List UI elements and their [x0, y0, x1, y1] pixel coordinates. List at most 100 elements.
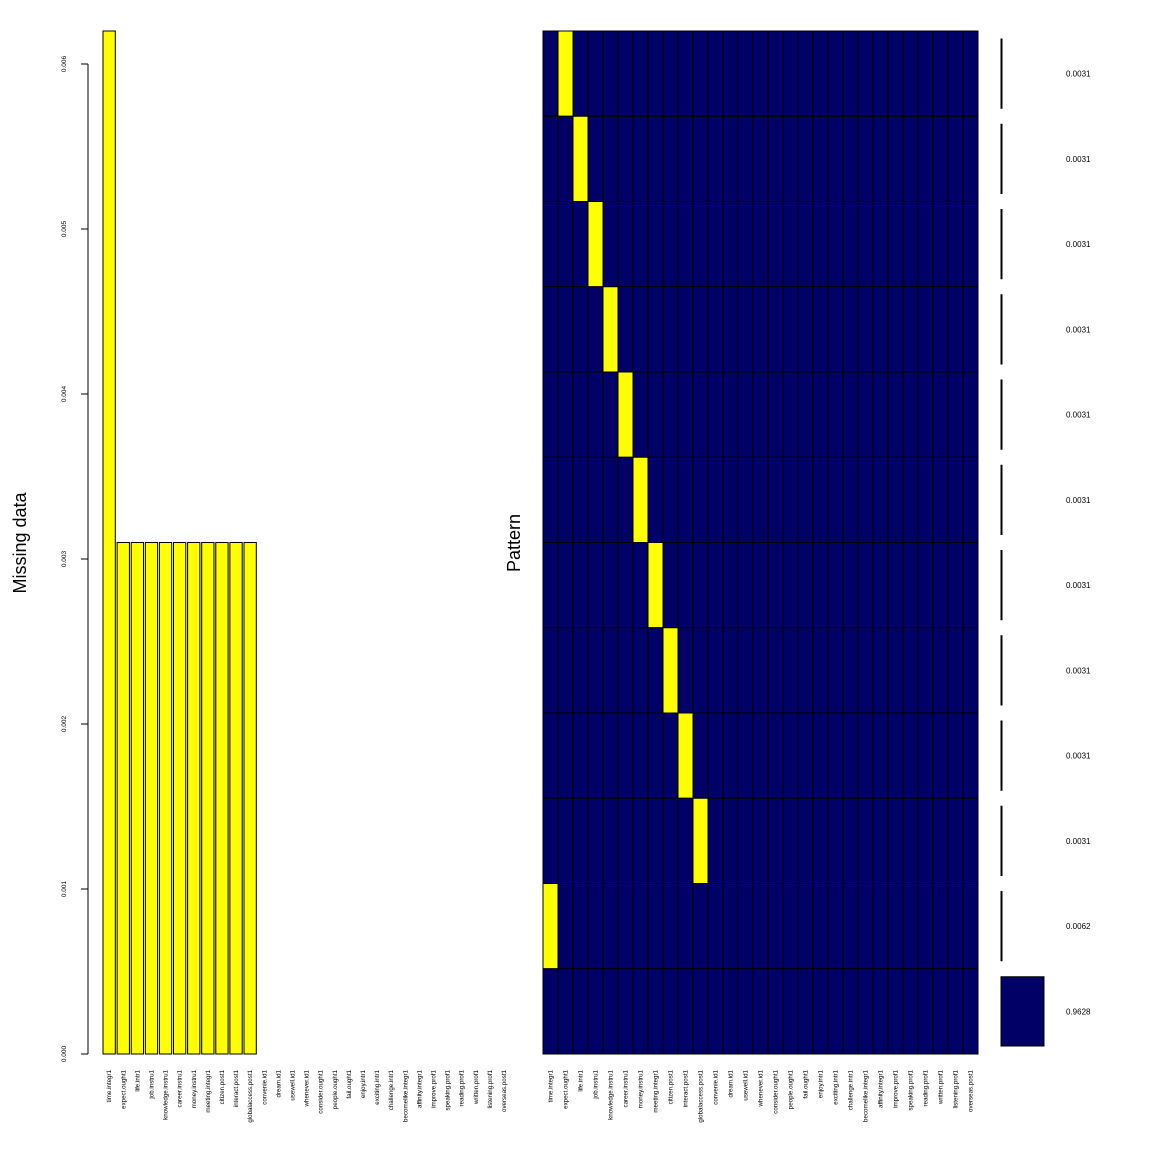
pattern-cell-missing	[617, 371, 634, 458]
pattern-cell-observed	[932, 456, 949, 543]
proportion-label: 0.0031	[1066, 155, 1091, 164]
pattern-cell-observed	[572, 371, 589, 458]
pattern-cell-observed	[827, 542, 844, 629]
pattern-cell-observed	[947, 542, 964, 629]
pattern-cell-observed	[857, 797, 874, 884]
proportion-label: 0.0031	[1066, 752, 1091, 761]
pattern-cell-observed	[707, 30, 724, 117]
bar	[215, 542, 229, 1055]
pattern-cell-observed	[827, 456, 844, 543]
pattern-cell-observed	[707, 968, 724, 1055]
pattern-cell-observed	[632, 201, 649, 288]
pattern-cell-observed	[902, 201, 919, 288]
pattern-cell-observed	[572, 712, 589, 799]
bar	[116, 542, 130, 1055]
pattern-cell-observed	[962, 201, 979, 288]
pattern-cell-observed	[797, 30, 814, 117]
pattern-cell-observed	[587, 968, 604, 1055]
pattern-cell-observed	[857, 371, 874, 458]
x-tick-label: exciting.intr1	[374, 1069, 381, 1104]
pattern-cell-observed	[857, 30, 874, 117]
pattern-cell-observed	[557, 968, 574, 1055]
pattern-cell-observed	[602, 712, 619, 799]
pattern-cell-observed	[662, 115, 679, 202]
pattern-cell-observed	[677, 542, 694, 629]
pattern-x-tick-label: challenge.intr1	[848, 1069, 855, 1110]
pattern-cell-observed	[767, 712, 784, 799]
pattern-x-tick-label: convenie.id1	[713, 1069, 720, 1104]
pattern-cell-observed	[782, 115, 799, 202]
pattern-cell-observed	[587, 456, 604, 543]
x-tick-label: reading.prof1	[459, 1069, 466, 1106]
y-tick-label: 0.005	[61, 220, 68, 237]
pattern-cell-observed	[692, 968, 709, 1055]
pattern-cell-missing	[542, 883, 559, 970]
x-tick-label: speaking.prof1	[445, 1069, 452, 1110]
pattern-cell-observed	[887, 30, 904, 117]
pattern-cell-observed	[602, 201, 619, 288]
pattern-cell-observed	[962, 968, 979, 1055]
pattern-cell-observed	[692, 371, 709, 458]
proportion-bar	[1000, 550, 1003, 621]
pattern-cell-observed	[662, 286, 679, 373]
bar	[144, 542, 159, 1055]
pattern-cell-observed	[737, 286, 754, 373]
pattern-cell-observed	[767, 371, 784, 458]
pattern-cell-observed	[917, 968, 934, 1055]
pattern-cell-observed	[902, 627, 919, 714]
pattern-cell-observed	[587, 542, 604, 629]
pattern-cell-observed	[737, 115, 754, 202]
pattern-cell-observed	[887, 201, 904, 288]
pattern-cell-observed	[722, 797, 739, 884]
pattern-cell-observed	[692, 883, 709, 970]
pattern-cell-observed	[587, 712, 604, 799]
pattern-cell-observed	[722, 542, 739, 629]
pattern-cell-observed	[872, 115, 889, 202]
pattern-cell-observed	[752, 712, 769, 799]
pattern-cell-observed	[572, 883, 589, 970]
pattern-x-tick-label: dream.id1	[728, 1069, 735, 1097]
pattern-cell-observed	[752, 797, 769, 884]
pattern-cell-observed	[782, 712, 799, 799]
pattern-cell-observed	[632, 883, 649, 970]
pattern-cell-observed	[797, 712, 814, 799]
pattern-x-tick-label: people.ought1	[788, 1069, 795, 1109]
pattern-cell-observed	[707, 797, 724, 884]
pattern-cell-observed	[557, 115, 574, 202]
pattern-cell-observed	[542, 456, 559, 543]
pattern-cell-observed	[902, 30, 919, 117]
pattern-cell-observed	[812, 456, 829, 543]
pattern-x-tick-label: meeting.integr1	[653, 1069, 660, 1112]
pattern-cell-observed	[737, 968, 754, 1055]
pattern-cell-observed	[722, 968, 739, 1055]
pattern-cell-observed	[572, 30, 589, 117]
pattern-cell-observed	[797, 797, 814, 884]
pattern-cell-observed	[812, 286, 829, 373]
pattern-cell-observed	[947, 201, 964, 288]
pattern-cell-observed	[647, 201, 664, 288]
pattern-cell-observed	[752, 201, 769, 288]
pattern-cell-observed	[827, 371, 844, 458]
pattern-cell-missing	[572, 115, 589, 202]
pattern-cell-observed	[677, 456, 694, 543]
pattern-cell-observed	[887, 115, 904, 202]
pattern-cell-observed	[692, 542, 709, 629]
pattern-cell-observed	[662, 968, 679, 1055]
pattern-cell-observed	[947, 712, 964, 799]
bars	[102, 30, 257, 1055]
pattern-cell-observed	[752, 883, 769, 970]
pattern-cell-observed	[947, 627, 964, 714]
pattern-cell-observed	[707, 115, 724, 202]
y-tick-label: 0.004	[61, 385, 68, 402]
pattern-cell-observed	[557, 201, 574, 288]
pattern-cell-observed	[677, 371, 694, 458]
pattern-cell-observed	[917, 30, 934, 117]
pattern-cell-observed	[572, 797, 589, 884]
pattern-cell-observed	[677, 968, 694, 1055]
pattern-cell-observed	[647, 115, 664, 202]
pattern-cell-observed	[632, 627, 649, 714]
pattern-cell-observed	[767, 542, 784, 629]
pattern-cell-observed	[947, 883, 964, 970]
pattern-cell-observed	[617, 712, 634, 799]
